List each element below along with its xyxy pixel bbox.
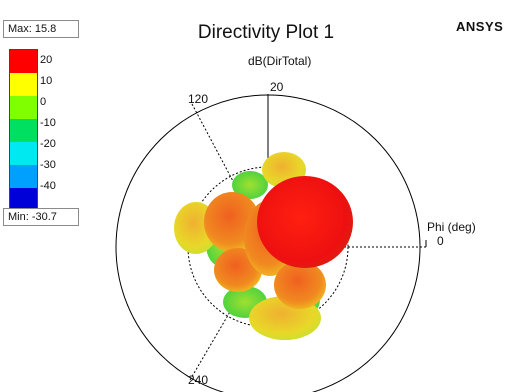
- legend-tick: -20: [40, 138, 56, 150]
- legend-tick: -10: [40, 117, 56, 129]
- legend-color-4: [10, 119, 37, 142]
- brand-logo: ANSYS: [456, 19, 504, 34]
- angle-label-0: 0: [437, 234, 444, 248]
- axis-label: Phi (deg): [427, 220, 476, 234]
- radial-label: 20: [270, 80, 284, 94]
- legend-color-1: [10, 50, 37, 73]
- legend-tick: 20: [40, 54, 53, 66]
- legend-tick: -40: [40, 180, 56, 192]
- legend-color-7: [10, 188, 37, 211]
- directivity-pattern: [174, 152, 353, 340]
- color-legend: Max: 15.8 20 10 0 -10 -20 -30 -40 Min: -…: [3, 20, 80, 230]
- legend-tick: 0: [40, 96, 47, 108]
- legend-max: Max: 15.8: [3, 20, 79, 38]
- legend-tick: 10: [40, 75, 53, 87]
- legend-min: Min: -30.7: [3, 208, 79, 226]
- lobe-orange-bottom: [274, 261, 326, 309]
- legend-color-3: [10, 96, 37, 119]
- plot-title: Directivity Plot 1: [197, 22, 335, 43]
- angle-label-120: 120: [188, 92, 209, 106]
- legend-color-6: [10, 165, 37, 188]
- legend-color-2: [10, 73, 37, 96]
- legend-color-5: [10, 142, 37, 165]
- angle-label-240: 240: [188, 373, 209, 387]
- lobe-green-top: [232, 171, 268, 199]
- quantity-label: dB(DirTotal): [248, 54, 312, 68]
- axis-120-line: [191, 103, 269, 248]
- lobe-red-main: [257, 176, 353, 268]
- legend-tick: -30: [40, 159, 56, 171]
- legend-color-scale: [9, 49, 38, 212]
